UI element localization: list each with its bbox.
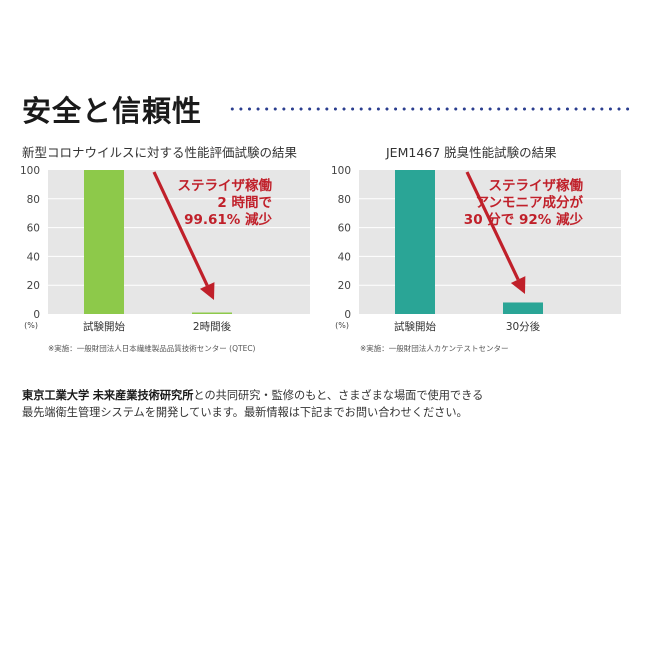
section-title: 安全と信頼性 <box>22 94 203 128</box>
bar <box>503 302 543 314</box>
bar <box>395 170 435 314</box>
unit-label: (%) <box>335 321 349 330</box>
bar <box>84 170 124 314</box>
footer-text: 東京工業大学 未来産業技術研究所との共同研究・監修のもと、さまざまな場面で使用で… <box>22 387 483 421</box>
chart-2-title: JEM1467 脱臭性能試験の結果 <box>386 145 557 160</box>
y-tick-label: 0 <box>33 309 40 321</box>
y-tick-label: 80 <box>27 194 40 206</box>
y-tick-label: 40 <box>27 251 40 263</box>
footer-org-2: 未来産業技術研究所 <box>92 389 194 402</box>
y-tick-label: 20 <box>338 280 351 292</box>
annotation-line: 30 分で 92% 減少 <box>464 211 584 228</box>
annotation-line: 2 時間で <box>217 194 272 211</box>
trend-arrow-head <box>510 276 526 294</box>
annotation-line: 99.61% 減少 <box>184 211 272 228</box>
footer-line-1-rest: との共同研究・監修のもと、さまざまな場面で使用できる <box>193 389 484 402</box>
unit-label: (%) <box>24 321 38 330</box>
trend-arrow-head <box>199 282 215 300</box>
chart-1-note: ※実施：一般財団法人日本繊維製品品質技術センター (QTEC) <box>48 344 256 353</box>
x-tick-label: 2時間後 <box>193 320 232 333</box>
x-tick-label: 30分後 <box>506 320 541 333</box>
y-tick-label: 100 <box>20 165 40 177</box>
chart-2-note: ※実施：一般財団法人カケンテストセンター <box>360 344 509 353</box>
y-tick-label: 60 <box>338 223 351 235</box>
dotted-divider <box>228 107 634 111</box>
y-tick-label: 0 <box>344 309 351 321</box>
trend-arrow-shaft <box>465 171 520 281</box>
footer-line-2: 最先端衛生管理システムを開発しています。最新情報は下記までお問い合わせください。 <box>22 406 468 419</box>
footer-line-1: 東京工業大学 未来産業技術研究所との共同研究・監修のもと、さまざまな場面で使用で… <box>22 387 483 404</box>
chart-2: 0 20 40 60 80 100 (%) 試験開始 30分後 ステライザ稼働アンモニア成分が30… <box>331 165 621 333</box>
trend-arrow-shaft <box>152 171 209 287</box>
footer-org-1: 東京工業大学 <box>22 389 90 402</box>
x-tick-label: 試験開始 <box>394 320 436 333</box>
y-tick-label: 100 <box>331 165 351 177</box>
x-tick-label: 試験開始 <box>83 320 125 333</box>
annotation-line: ステライザ稼働 <box>489 177 584 194</box>
y-tick-label: 80 <box>338 194 351 206</box>
annotation-line: ステライザ稼働 <box>178 177 273 194</box>
y-tick-label: 40 <box>338 251 351 263</box>
annotation-line: アンモニア成分が <box>476 194 584 211</box>
y-tick-label: 20 <box>27 280 40 292</box>
bar <box>192 312 232 314</box>
y-tick-label: 60 <box>27 223 40 235</box>
chart-1-title: 新型コロナウイルスに対する性能評価試験の結果 <box>22 145 298 160</box>
